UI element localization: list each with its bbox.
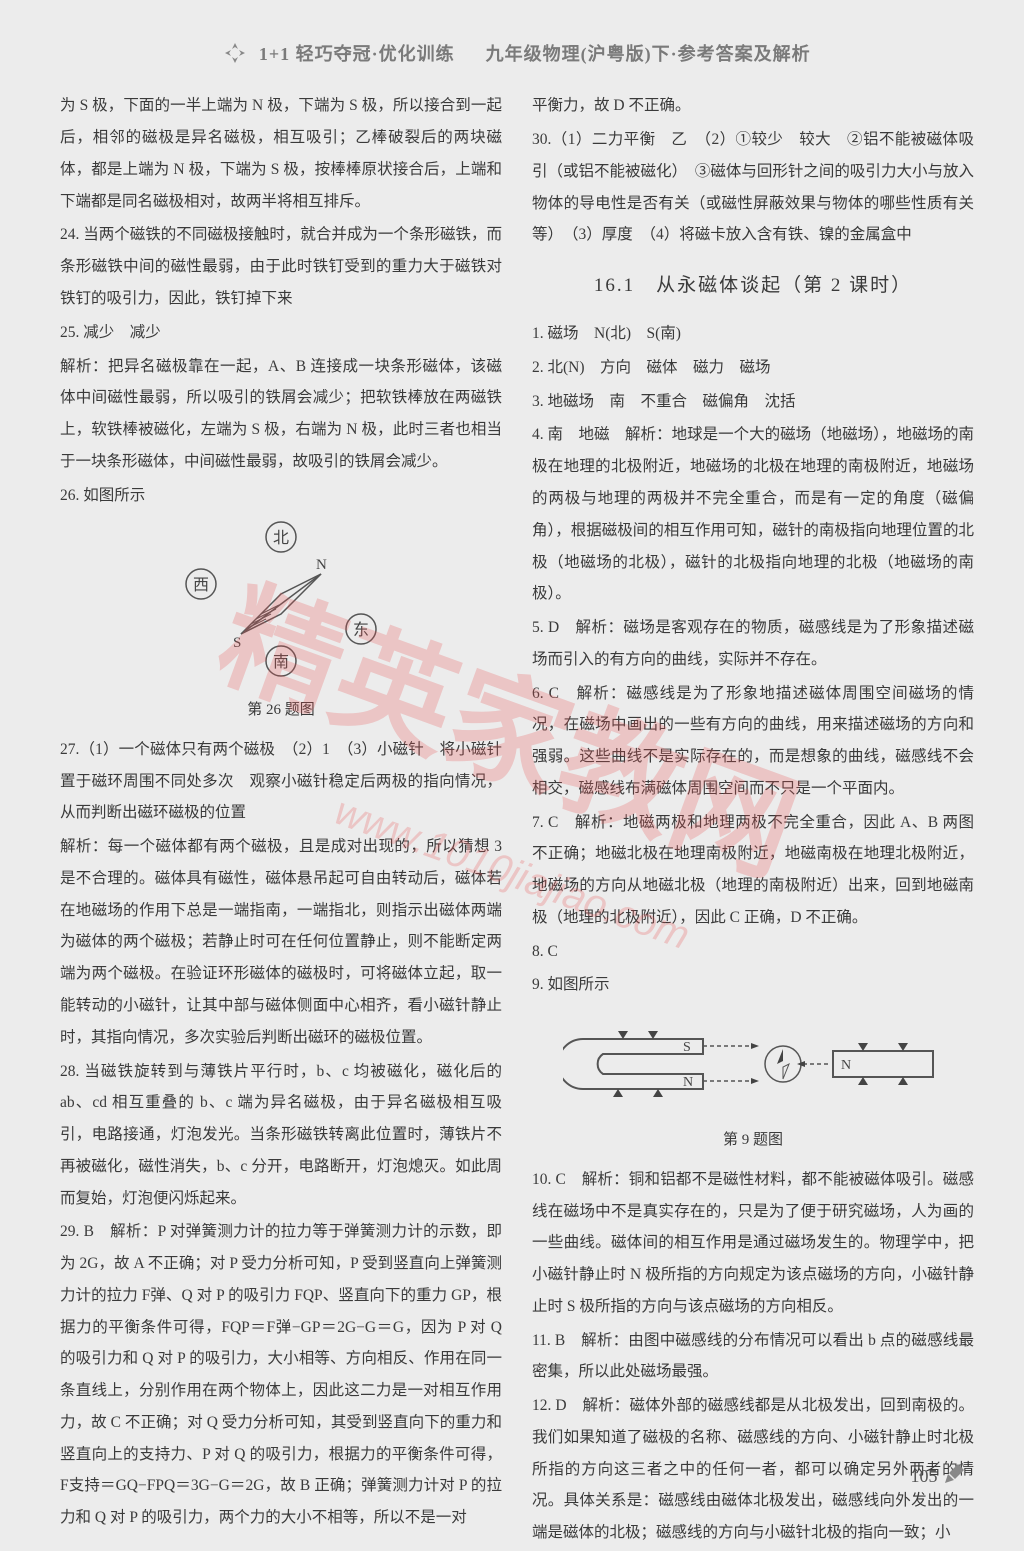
- item-23-cont: 为 S 极，下面的一半上端为 N 极，下端为 S 极，所以接合到一起后，相邻的磁…: [60, 90, 502, 217]
- logo-icon: [223, 41, 247, 70]
- item-28: 28. 当磁铁旋转到与薄铁片平行时，b、c 均被磁化，磁化后的 ab、cd 相互…: [60, 1056, 502, 1215]
- content-columns: 为 S 极，下面的一半上端为 N 极，下端为 S 极，所以接合到一起后，相邻的磁…: [60, 90, 974, 1551]
- item-25: 25. 减少 减少: [60, 317, 502, 349]
- horseshoe-s: S: [683, 1040, 691, 1055]
- q6: 6. C 解析：磁感线是为了形象地描述磁体周围空间磁场的情况，在磁场中画出的一些…: [532, 678, 974, 805]
- item-24: 24. 当两个磁铁的不同磁极接触时，就合并成为一个条形磁铁，而条形磁铁中间的磁性…: [60, 219, 502, 314]
- needle-s: S: [233, 635, 241, 651]
- compass-icon: 北 南 西 东 N S: [171, 519, 391, 679]
- right-column: 平衡力，故 D 不正确。 30.（1）二力平衡 乙 （2）①较少 较大 ②铝不能…: [532, 90, 974, 1551]
- bar-n: N: [841, 1058, 851, 1073]
- figure-26-caption: 第 26 题图: [60, 695, 502, 726]
- magnet-diagram-icon: S N: [563, 1009, 943, 1109]
- dir-east: 东: [353, 621, 369, 639]
- header-series: 1+1 轻巧夺冠·优化训练: [259, 44, 455, 64]
- header-subject: 九年级物理(沪粤版)下·参考答案及解析: [486, 44, 811, 64]
- item-29: 29. B 解析：P 对弹簧测力计的拉力等于弹簧测力计的示数，即为 2G，故 A…: [60, 1216, 502, 1534]
- figure-9: S N: [532, 1009, 974, 1121]
- pen-icon: [942, 1466, 964, 1486]
- page-number: 105: [911, 1464, 965, 1487]
- left-column: 为 S 极，下面的一半上端为 N 极，下端为 S 极，所以接合到一起后，相邻的磁…: [60, 90, 502, 1551]
- item-29-cont: 平衡力，故 D 不正确。: [532, 90, 974, 122]
- section-title: 16.1 从永磁体谈起（第 2 课时）: [532, 267, 974, 306]
- q9: 9. 如图所示: [532, 969, 974, 1001]
- q8: 8. C: [532, 936, 974, 968]
- figure-9-caption: 第 9 题图: [532, 1125, 974, 1156]
- q3: 3. 地磁场 南 不重合 磁偏角 沈括: [532, 386, 974, 418]
- q10: 10. C 解析：铜和铝都不是磁性材料，都不能被磁体吸引。磁感线在磁场中不是真实…: [532, 1164, 974, 1323]
- page-number-value: 105: [911, 1466, 938, 1486]
- item-25-exp: 解析：把异名磁极靠在一起，A、B 连接成一块条形磁体，该磁体中间磁性最弱，所以吸…: [60, 351, 502, 478]
- dir-north: 北: [273, 529, 289, 547]
- q7: 7. C 解析：地磁两极和地理两极不完全重合，因此 A、B 两图不正确；地磁北极…: [532, 807, 974, 934]
- q11: 11. B 解析：由图中磁感线的分布情况可以看出 b 点的磁感线最密集，所以此处…: [532, 1325, 974, 1389]
- q5: 5. D 解析：磁场是客观存在的物质，磁感线是为了形象描述磁场而引入的有方向的曲…: [532, 612, 974, 676]
- q4: 4. 南 地磁 解析：地球是一个大的磁场（地磁场），地磁场的南极在地理的北极附近…: [532, 419, 974, 610]
- horseshoe-n: N: [683, 1075, 693, 1090]
- q2: 2. 北(N) 方向 磁体 磁力 磁场: [532, 352, 974, 384]
- item-27: 27.（1）一个磁体只有两个磁极 （2）1 （3）小磁针 将小磁针置于磁环周围不…: [60, 734, 502, 829]
- item-30: 30.（1）二力平衡 乙 （2）①较少 较大 ②铝不能被磁体吸引（或铝不能被磁化…: [532, 124, 974, 251]
- q12: 12. D 解析：磁体外部的磁感线都是从北极发出，回到南极的。我们如果知道了磁极…: [532, 1390, 974, 1549]
- item-27-exp: 解析：每一个磁体都有两个磁极，且是成对出现的，所以猜想 3 是不合理的。磁体具有…: [60, 831, 502, 1053]
- dir-west: 西: [193, 577, 209, 594]
- item-26: 26. 如图所示: [60, 480, 502, 512]
- page: 1+1 轻巧夺冠·优化训练 九年级物理(沪粤版)下·参考答案及解析 精英家教网 …: [0, 0, 1024, 1507]
- q1: 1. 磁场 N(北) S(南): [532, 318, 974, 350]
- figure-26: 北 南 西 东 N S: [60, 519, 502, 691]
- page-header: 1+1 轻巧夺冠·优化训练 九年级物理(沪粤版)下·参考答案及解析: [60, 40, 974, 70]
- dir-south: 南: [273, 653, 289, 671]
- needle-n: N: [316, 557, 327, 573]
